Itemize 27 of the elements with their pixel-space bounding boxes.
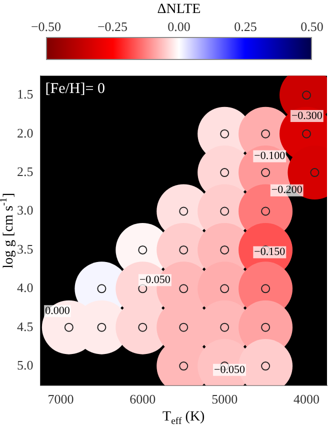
color-bar-label: −0.50 xyxy=(30,19,62,35)
y-axis-title: log g [cm s-1] xyxy=(0,192,17,268)
y-tick-label: 5.0 xyxy=(17,357,34,372)
annotation: −0.050 xyxy=(214,364,246,376)
x-tick-label: 4000 xyxy=(294,392,320,407)
color-bar-label: −0.25 xyxy=(96,19,129,35)
y-tick-label: 2.5 xyxy=(17,164,34,179)
y-tick-label: 3.0 xyxy=(17,202,34,218)
annotation: 0.000 xyxy=(45,304,70,317)
color-bar-title: ΔNLTE xyxy=(156,2,202,18)
y-tick-label: 4.0 xyxy=(17,280,34,296)
annotation: −0.150 xyxy=(254,246,286,258)
color-bar-label: 0.50 xyxy=(300,19,324,35)
y-tick-label: 1.5 xyxy=(17,86,34,102)
annotation: −0.200 xyxy=(271,184,303,196)
annotation: −0.050 xyxy=(139,274,171,286)
annotation: [Fe/H]= 0 xyxy=(45,81,105,98)
x-tick-label: 5000 xyxy=(212,392,238,407)
annotation: −0.300 xyxy=(291,110,323,122)
color-bar-label: 0.00 xyxy=(166,19,192,35)
x-tick-label: 6000 xyxy=(130,392,156,407)
annotation: −0.100 xyxy=(254,150,286,162)
y-tick-label: 2.0 xyxy=(17,125,34,140)
y-tick-label: 4.5 xyxy=(17,318,34,334)
y-tick-label: 3.5 xyxy=(17,241,34,256)
color-bar-label: 0.25 xyxy=(233,19,258,35)
x-tick-label: 7000 xyxy=(48,392,74,407)
